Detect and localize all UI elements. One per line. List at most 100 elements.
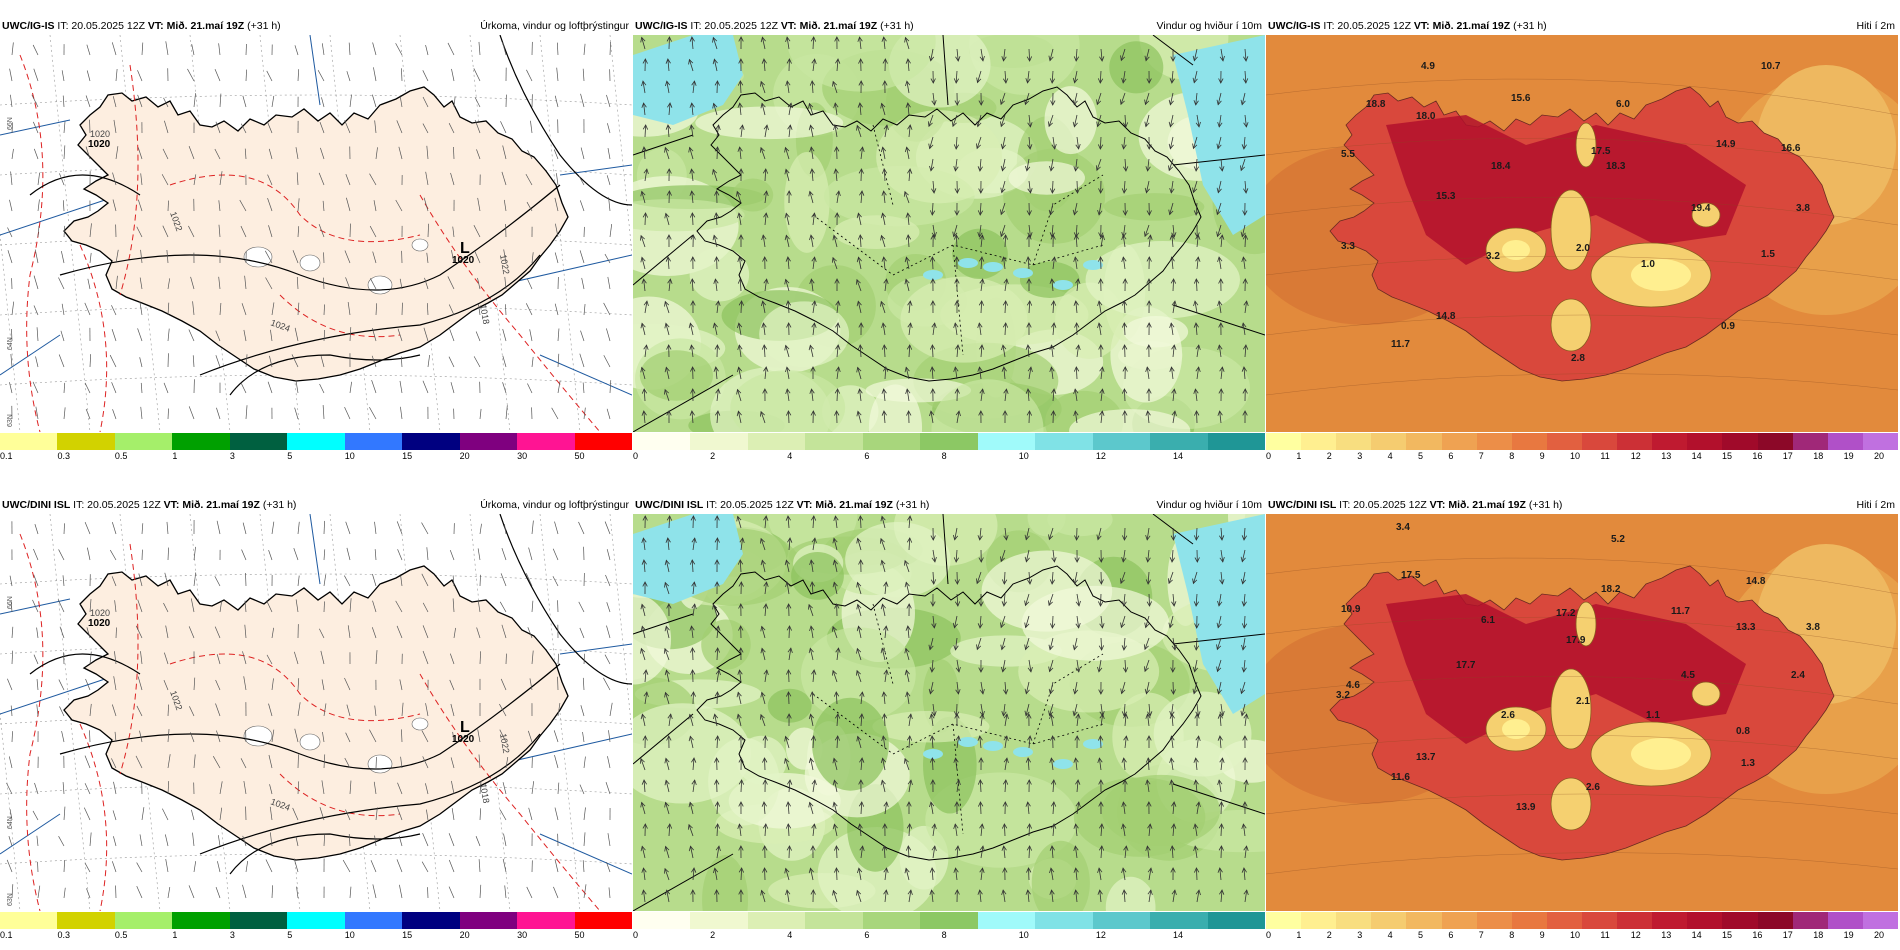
colorbar-swatch bbox=[172, 912, 230, 929]
strong-wind-area bbox=[1053, 280, 1073, 290]
isotherm bbox=[279, 294, 401, 338]
precip-panel-top: UWC/IG-IS IT: 20.05.2025 12Z VT: Mið. 21… bbox=[0, 17, 632, 470]
wind-arrow bbox=[664, 889, 671, 903]
wind-arrow bbox=[1122, 278, 1128, 292]
wind-barb bbox=[323, 601, 325, 613]
region-border bbox=[872, 124, 894, 206]
wind-arrow bbox=[1169, 735, 1175, 749]
wind-arrow bbox=[929, 801, 935, 815]
wind-barb bbox=[349, 381, 352, 394]
wind-arrow bbox=[1192, 681, 1198, 695]
wind-arrow bbox=[857, 36, 863, 50]
wind-arrow bbox=[1050, 735, 1056, 749]
colorbar-swatch bbox=[1722, 433, 1758, 450]
grid-line bbox=[539, 514, 581, 911]
wind-arrow bbox=[738, 801, 744, 815]
grid-line bbox=[189, 514, 231, 911]
wind-arrow bbox=[786, 190, 792, 204]
wind-arrow bbox=[640, 845, 646, 859]
wind-barb bbox=[267, 381, 273, 394]
wind-arrow bbox=[883, 278, 889, 292]
wind-barb bbox=[115, 146, 119, 160]
temp-map[interactable]: 3.4 5.2 17.5 18.2 14.8 10.9 6.1 17.2 11.7 13.3 3.8… bbox=[1266, 514, 1898, 911]
wind-arrow bbox=[907, 322, 913, 336]
wind-arrow bbox=[955, 735, 961, 749]
wind-barb bbox=[215, 355, 221, 368]
wind-barb bbox=[241, 303, 247, 316]
wind-barb bbox=[606, 602, 611, 613]
wind-arrow bbox=[880, 515, 886, 529]
wind-barb bbox=[218, 276, 221, 290]
wind-arrow bbox=[1242, 70, 1249, 84]
wind-map[interactable] bbox=[633, 514, 1265, 911]
wind-barb bbox=[36, 704, 39, 717]
wind-barb bbox=[167, 729, 170, 743]
init-time: IT: 20.05.2025 12Z bbox=[54, 20, 148, 32]
wind-barb bbox=[321, 43, 325, 56]
wind-barb bbox=[214, 148, 221, 160]
latitude-label: 64N bbox=[7, 816, 14, 829]
wind-barb bbox=[426, 252, 429, 264]
wind-arrow bbox=[738, 603, 744, 617]
precip-panel-bottom: UWC/DINI ISL IT: 20.05.2025 12Z VT: Mið.… bbox=[0, 496, 632, 949]
wind-barb bbox=[554, 252, 559, 264]
wind-arrow bbox=[954, 571, 960, 585]
wind-arrow bbox=[689, 190, 695, 204]
wind-arrow bbox=[1122, 410, 1128, 424]
lead-time: (+31 h) bbox=[259, 499, 297, 511]
isobar bbox=[499, 514, 632, 685]
latitude-label: 63N bbox=[7, 414, 14, 427]
wind-arrow bbox=[1000, 224, 1006, 238]
wind-barb bbox=[450, 757, 455, 769]
wind-arrow bbox=[835, 58, 841, 72]
wind-barb bbox=[426, 809, 429, 821]
wind-barb bbox=[452, 226, 455, 238]
wind-barb bbox=[269, 784, 273, 795]
wind-arrow bbox=[760, 36, 766, 50]
wind-arrow bbox=[1217, 735, 1223, 749]
precip-map[interactable]: L 1020 1020 1022 1020 1022 1024 1018 66N 64N 63N bbox=[0, 35, 632, 432]
precip-map[interactable]: L 1020 1020 1022 1020 1022 1024 1018 66N 64N 63N bbox=[0, 514, 632, 911]
wind-barb bbox=[526, 201, 533, 212]
domain-line bbox=[633, 134, 694, 156]
wind-arrow bbox=[1195, 234, 1201, 248]
wind-barb bbox=[218, 43, 221, 56]
wind-arrow bbox=[810, 845, 816, 859]
colorbar-swatch bbox=[1827, 433, 1863, 450]
temp-map[interactable]: 4.9 10.7 18.8 18.0 15.6 6.0 14.9 16.6 5.5 17.5 18.… bbox=[1266, 35, 1898, 432]
wind-arrow bbox=[856, 735, 862, 749]
wind-arrow bbox=[883, 801, 889, 815]
wind-barb bbox=[582, 860, 585, 873]
wind-panel-top: UWC/IG-IS IT: 20.05.2025 12Z VT: Mið. 21… bbox=[633, 17, 1265, 470]
wind-barb bbox=[552, 548, 559, 561]
wind-arrow bbox=[976, 136, 982, 150]
colorbar-swatch bbox=[862, 433, 921, 450]
wind-arrow bbox=[715, 300, 721, 314]
wind-arrow bbox=[832, 581, 838, 595]
wind-arrow bbox=[1169, 234, 1175, 248]
colorbar-tick-label: 30 bbox=[517, 930, 528, 940]
wind-arrow bbox=[1074, 527, 1080, 541]
wind-barb bbox=[215, 679, 221, 691]
wind-arrow bbox=[641, 779, 648, 793]
wind-arrow bbox=[1217, 410, 1223, 424]
wind-arrow bbox=[811, 58, 817, 72]
wind-arrow bbox=[978, 801, 984, 815]
wind-barb bbox=[323, 549, 326, 561]
wind-arrow bbox=[1144, 681, 1150, 695]
wind-arrow bbox=[953, 322, 959, 336]
colorbar-tick-label: 0.3 bbox=[57, 451, 70, 461]
wind-arrow bbox=[1002, 410, 1008, 424]
wind-arrow bbox=[1193, 300, 1199, 314]
wind-arrow bbox=[1073, 158, 1079, 172]
wind-arrow bbox=[1121, 703, 1128, 717]
wind-arrow bbox=[881, 735, 887, 749]
wind-arrow bbox=[1027, 224, 1033, 238]
wind-arrow bbox=[1097, 136, 1104, 150]
wind-barb bbox=[502, 355, 507, 368]
wind-barb bbox=[295, 599, 299, 613]
wind-arrow bbox=[736, 410, 742, 424]
wind-barb bbox=[32, 810, 39, 821]
wind-map[interactable] bbox=[633, 35, 1265, 432]
wind-arrow bbox=[785, 36, 791, 50]
